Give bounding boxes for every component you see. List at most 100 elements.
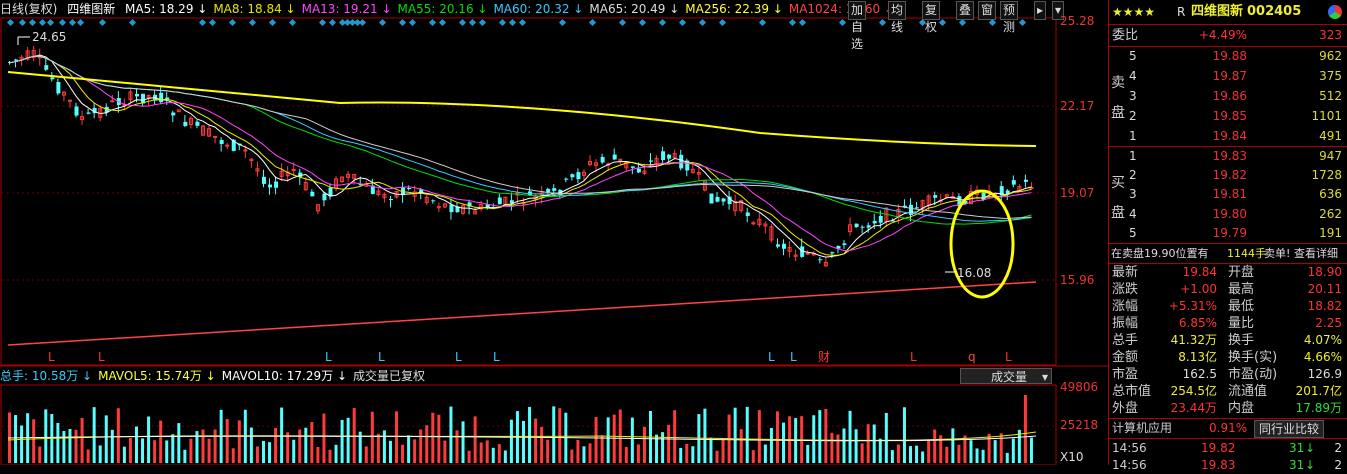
volume-bar [715, 450, 719, 463]
candle-body [733, 201, 738, 212]
sell-level-row[interactable]: 5 19.88 962 [1109, 47, 1347, 66]
toolbar-button-3[interactable]: 叠 [956, 1, 975, 20]
buy-level-row[interactable]: 3 19.81 636 [1109, 185, 1347, 204]
volume-bar [975, 448, 979, 463]
candle-body [696, 172, 701, 175]
candle-body [279, 170, 284, 177]
buy-level-row[interactable]: 2 19.82 1728 [1109, 166, 1347, 185]
buy-level-row[interactable]: 1 19.83 947 [1109, 147, 1347, 166]
volume-bar [697, 414, 701, 463]
stat-value: 201.7亿 [1295, 384, 1342, 398]
signal-diamond [338, 18, 347, 27]
volume-bar [739, 429, 743, 463]
volume-bar [909, 446, 913, 463]
stat-label: 外盘 [1112, 401, 1139, 416]
candle-body [667, 154, 672, 159]
arrow-right-icon[interactable]: ▸ [1034, 1, 1047, 20]
volume-bar [183, 449, 187, 463]
volume-bar [848, 410, 852, 463]
volume-indicator-select[interactable]: 成交量 ▾ [960, 368, 1052, 384]
candle-body [775, 244, 780, 247]
candle-body [104, 106, 109, 113]
event-marker: q [968, 350, 976, 364]
stat-value: 20.11 [1307, 282, 1342, 296]
candle-body [268, 184, 273, 188]
sell-label-char: 盘 [1111, 105, 1125, 121]
stat-value: 254.5亿 [1170, 384, 1217, 398]
notice-detail-link[interactable]: 查看详细 [1294, 247, 1338, 260]
sell-side-label: 卖 盘 [1111, 68, 1125, 128]
sell-level-row[interactable]: 2 19.85 1101 [1109, 107, 1347, 126]
candle-body [769, 226, 774, 241]
notice-tag: 卖单! [1264, 247, 1291, 260]
toolbar-button-5[interactable]: 预测 [1000, 1, 1019, 34]
level-volume: 947 [1319, 149, 1342, 163]
volume-bar [165, 440, 169, 463]
weibi-row: 委比 +4.49% 323 [1109, 26, 1347, 45]
toolbar-button-2[interactable]: 复权 [922, 1, 941, 34]
toolbar-button-4[interactable]: 窗 [978, 1, 997, 20]
weibi-label: 委比 [1112, 28, 1139, 43]
candle-body [322, 193, 327, 201]
sell-level-row[interactable]: 4 19.87 375 [1109, 67, 1347, 86]
toolbar-button-1[interactable]: 均线 [888, 1, 907, 34]
volume-legend-item: MAVOL5: 15.74万 ↓ [98, 369, 216, 383]
buy-level-row[interactable]: 4 19.80 262 [1109, 205, 1347, 224]
industry-compare-button[interactable]: 同行业比较 [1254, 420, 1325, 438]
price-axis-label: 15.96 [1060, 273, 1095, 287]
candle-body [298, 172, 303, 177]
signal-diamond [38, 18, 47, 27]
buy-level-row[interactable]: 5 19.79 191 [1109, 224, 1347, 243]
sell-level-row[interactable]: 3 19.86 512 [1109, 87, 1347, 106]
volume-bar [655, 434, 659, 463]
stat-value: 8.13亿 [1178, 350, 1217, 364]
volume-bar [890, 450, 894, 463]
menu-dropdown-icon[interactable]: ▾ [1052, 1, 1065, 20]
candle-body [231, 139, 236, 151]
globe-icon[interactable] [1328, 5, 1342, 19]
volume-panel-frame [0, 384, 1057, 465]
signal-diamond [498, 18, 507, 27]
stat-value: 2.25 [1315, 316, 1342, 330]
candle-body [618, 158, 623, 162]
signal-diamond [68, 18, 77, 27]
candle-body [624, 161, 629, 169]
candle-body [745, 212, 750, 216]
signal-diamond [678, 18, 687, 27]
event-marker: L [325, 350, 332, 364]
volume-bar [431, 412, 435, 463]
volume-select-label: 成交量 [991, 370, 1028, 384]
toolbar-button-0[interactable]: 加自选 [848, 1, 867, 51]
candle-body [213, 135, 218, 138]
stat-value: 41.32万 [1170, 333, 1217, 347]
volume-bar [479, 442, 483, 463]
signal-diamond [28, 18, 37, 27]
period-label: 日线(复权) [0, 2, 58, 16]
volume-bar [866, 424, 870, 463]
volume-bar [878, 438, 882, 463]
candle-body [854, 223, 859, 228]
candle-body [431, 200, 436, 202]
volume-bar [570, 449, 574, 463]
quote-stat-row: 最新 19.84 开盘 18.90 [1109, 264, 1347, 281]
large-order-notice[interactable]: 在卖盘19.90位置有 1144手 卖单! 查看详细 [1109, 244, 1347, 263]
candle-body [473, 210, 478, 215]
tick-count: 2 [1334, 458, 1342, 472]
signal-diamond [938, 18, 947, 27]
volume-bar [104, 415, 108, 463]
stat-value: 6.85% [1178, 316, 1217, 330]
candle-body [902, 205, 907, 208]
level-price: 19.86 [1212, 89, 1247, 103]
sell-level-row[interactable]: 1 19.84 491 [1109, 127, 1347, 146]
volume-bar [110, 429, 114, 463]
volume-bar [824, 408, 828, 463]
signal-diamond [838, 18, 847, 27]
volume-bar [467, 450, 471, 463]
ma-line [9, 55, 1032, 252]
candle-body [370, 185, 375, 195]
candlestick-series [8, 45, 1034, 268]
volume-bar [449, 406, 453, 463]
volume-bar [491, 447, 495, 463]
